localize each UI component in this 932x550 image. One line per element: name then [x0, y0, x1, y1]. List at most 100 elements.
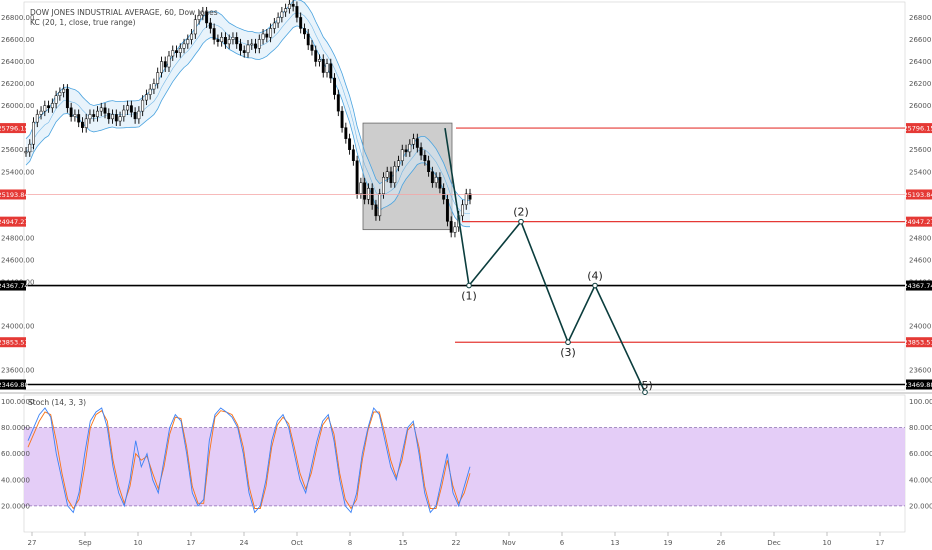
stoch-y-tick-label-left: 20.0000 — [1, 502, 30, 510]
y-tick-label: 26000.00 — [909, 102, 932, 110]
stoch-y-tick-label: 60.0000 — [909, 450, 932, 458]
price-candle-body — [348, 138, 352, 150]
price-candle-body — [58, 92, 62, 96]
price-candle-body — [415, 138, 419, 148]
price-candle-body — [88, 114, 92, 120]
stoch-line-k — [27, 407, 471, 514]
chart-title: DOW JONES INDUSTRIAL AVERAGE, 60, Dow Jo… — [30, 8, 218, 17]
stoch-y-tick-label-left: 40.0000 — [1, 476, 30, 484]
price-candle-body — [257, 39, 261, 49]
price-candle-body — [242, 50, 246, 53]
price-candle-body — [359, 182, 363, 195]
level-tag-label: 25193.84 — [0, 191, 29, 199]
price-candle-body — [321, 59, 325, 73]
y-tick-label: 26800.00 — [909, 14, 932, 22]
y-tick-label-left: 25400.00 — [1, 168, 34, 176]
y-tick-label: 25400.00 — [909, 168, 932, 176]
price-candle-body — [24, 151, 28, 154]
wave-label: (4) — [587, 270, 603, 283]
price-candle-body — [103, 107, 107, 114]
price-candle-body — [80, 121, 84, 128]
x-tick-label: 22 — [452, 539, 461, 547]
price-candle-body — [35, 114, 39, 123]
x-tick-label: 27 — [28, 539, 37, 547]
price-candle-body — [336, 94, 340, 112]
price-candle-body — [156, 72, 160, 84]
price-candle-body — [54, 95, 58, 104]
price-candle-body — [378, 193, 382, 217]
wave-path — [444, 127, 646, 393]
level-tag-left — [0, 123, 26, 134]
price-candle-body — [333, 77, 336, 95]
price-candle-body — [325, 63, 329, 73]
level-tag-right — [906, 337, 932, 348]
price-candle-body — [197, 14, 201, 20]
price-candle-body — [152, 83, 156, 90]
price-candle-body — [408, 143, 412, 153]
y-tick-label-left: 26000.00 — [1, 102, 34, 110]
wave-point — [592, 282, 598, 289]
price-candle-body — [126, 105, 130, 111]
price-candle-body — [366, 188, 370, 200]
price-candle-body — [92, 114, 96, 117]
price-candle-body — [363, 182, 367, 200]
price-candle-body — [205, 11, 209, 24]
price-candle-body — [62, 88, 66, 93]
price-candle-body — [129, 105, 133, 113]
x-tick-label: 17 — [876, 539, 885, 547]
price-candle-body — [254, 43, 257, 49]
price-candle-body — [276, 17, 280, 24]
level-tag-label: 23469.88 — [903, 381, 932, 389]
y-tick-label-left: 26400.00 — [1, 58, 34, 66]
price-candle-body — [201, 11, 205, 16]
price-candle-body — [385, 171, 389, 178]
price-candle-body — [208, 22, 212, 29]
price-candle-body — [223, 37, 227, 45]
level-tag-left — [0, 216, 26, 227]
y-tick-label: 25600.00 — [909, 146, 932, 154]
level-tag-right — [906, 216, 932, 227]
price-candle-body — [118, 116, 122, 122]
price-candle-body — [393, 165, 397, 184]
stoch-y-tick-label: 100.0000 — [909, 398, 932, 406]
price-pane — [23, 1, 906, 391]
price-candle-body — [99, 107, 103, 112]
price-candle-body — [351, 149, 355, 161]
price-candle-body — [231, 37, 235, 40]
price-candle-body — [318, 59, 321, 62]
price-candle-body — [302, 28, 306, 35]
price-candle-body — [438, 177, 442, 189]
price-candle-body — [287, 3, 291, 9]
level-tag-left — [0, 280, 26, 291]
price-candle-body — [246, 44, 250, 53]
y-tick-label: 24600.00 — [909, 256, 932, 264]
stoch-y-tick-label: 40.0000 — [909, 476, 932, 484]
indicator-legend: KC (20, 1, close, true range) — [30, 18, 136, 27]
price-candle-body — [314, 50, 318, 62]
price-candle-body — [239, 43, 242, 51]
x-tick-label: Oct — [291, 539, 303, 547]
price-candle-body — [216, 39, 220, 42]
price-candle-body — [28, 143, 32, 153]
stoch-band — [24, 427, 905, 506]
price-candle-body — [171, 50, 175, 57]
y-tick-label: 23600.00 — [909, 367, 932, 375]
stoch-y-tick-label-left: 60.0000 — [1, 450, 30, 458]
level-tag-label: 24367.74 — [903, 282, 932, 290]
level-tag-label: 24947.27 — [903, 218, 932, 226]
price-candle-body — [141, 99, 145, 112]
price-candle-body — [295, 6, 299, 18]
level-tag-right — [906, 189, 932, 200]
price-candle-body — [77, 114, 81, 123]
level-tag-right — [906, 123, 932, 134]
price-candle-body — [265, 33, 269, 38]
price-candle-body — [442, 188, 446, 200]
price-candle-body — [389, 171, 393, 184]
price-candle-body — [329, 63, 333, 79]
price-candle-body — [404, 149, 408, 153]
level-tag-left — [0, 379, 26, 390]
y-tick-label: 26600.00 — [909, 36, 932, 44]
price-candle-body — [43, 105, 47, 112]
wave-label: (5) — [637, 379, 653, 392]
